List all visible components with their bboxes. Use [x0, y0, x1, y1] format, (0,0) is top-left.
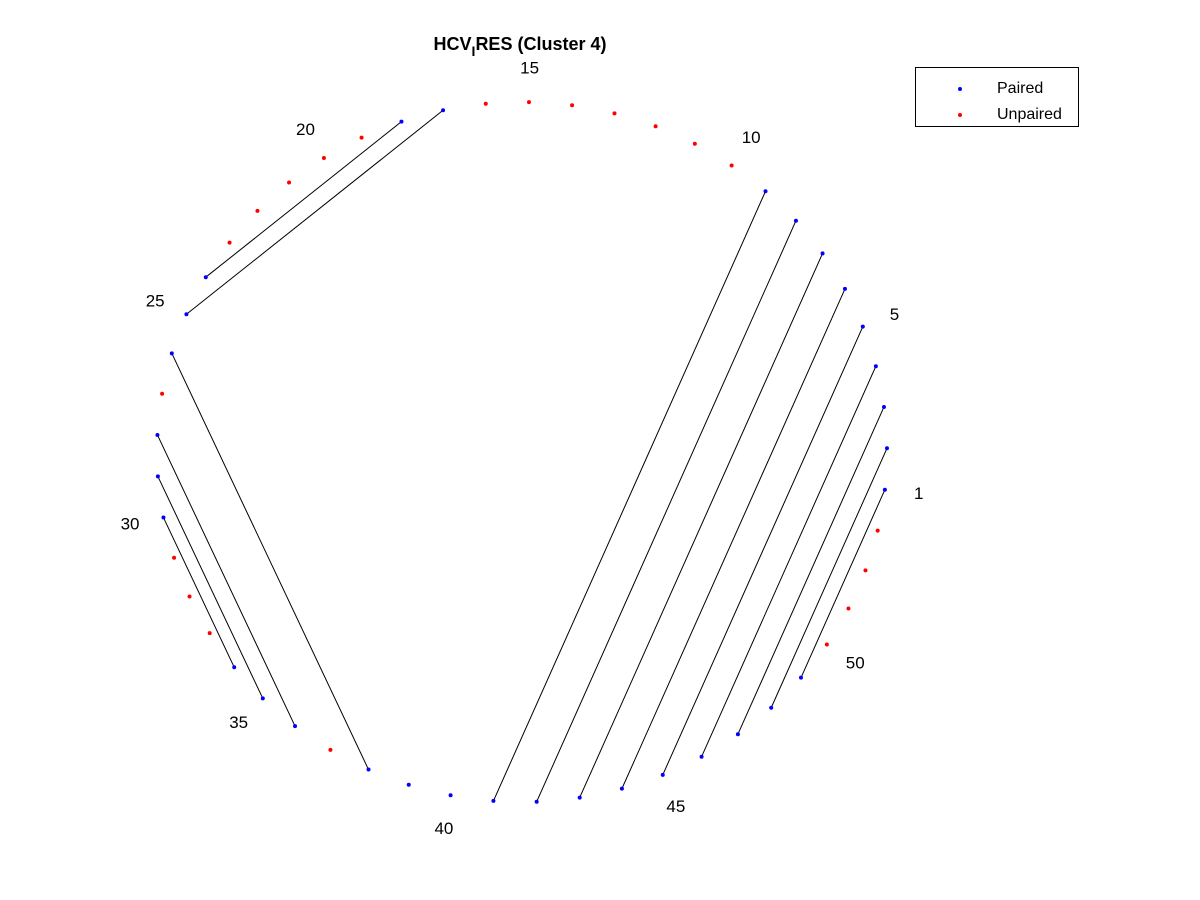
paired-dot-38: [366, 767, 371, 772]
unpaired-dot-11: [692, 141, 697, 146]
tick-label-10: 10: [742, 128, 761, 147]
unpaired-dot-23: [227, 240, 232, 245]
tick-label-1: 1: [914, 484, 923, 503]
unpaired-dot-53: [875, 528, 880, 533]
paired-dot-29: [155, 474, 160, 479]
unpaired-dot-13: [612, 111, 617, 116]
paired-dot-17: [441, 108, 446, 113]
unpaired-dot-37: [328, 747, 333, 752]
unpaired-dot-50: [824, 642, 829, 647]
paired-dot-48: [769, 705, 774, 710]
tick-label-45: 45: [666, 797, 685, 816]
paired-dot-46: [699, 754, 704, 759]
bond-line-5-45: [662, 326, 864, 776]
bond-line-29-35: [157, 476, 264, 699]
unpaired-dot-21: [287, 180, 292, 185]
legend-label-unpaired: Unpaired: [997, 106, 1062, 123]
title-rest: RES (Cluster 4): [475, 34, 607, 54]
bond-line-30-34: [163, 517, 235, 668]
paired-dot-30: [161, 515, 166, 520]
paired-dot-7: [820, 251, 825, 256]
legend-marker-paired: [958, 87, 962, 91]
paired-dot-9: [763, 189, 768, 194]
bond-line-18-24: [205, 121, 402, 278]
paired-dot-35: [260, 696, 265, 701]
tick-label-5: 5: [890, 305, 899, 324]
bond-line-28-36: [156, 434, 296, 727]
legend-marker-unpaired: [958, 113, 962, 117]
paired-dot-40: [448, 793, 453, 798]
unpaired-dot-27: [160, 391, 165, 396]
tick-label-30: 30: [121, 514, 140, 533]
paired-dot-4: [873, 364, 878, 369]
paired-dot-47: [735, 732, 740, 737]
tick-label-40: 40: [434, 819, 453, 838]
bond-line-7-43: [579, 253, 824, 798]
unpaired-dot-14: [570, 103, 575, 108]
bond-line-4-46: [701, 366, 877, 757]
unpaired-dot-15: [526, 100, 531, 105]
unpaired-dot-12: [653, 124, 658, 129]
unpaired-dot-20: [321, 156, 326, 161]
paired-dot-8: [793, 218, 798, 223]
paired-dot-28: [155, 432, 160, 437]
unpaired-dot-51: [846, 606, 851, 611]
paired-dot-44: [619, 786, 624, 791]
unpaired-dot-16: [483, 101, 488, 106]
bond-lines: [156, 109, 888, 802]
tick-label-15: 15: [520, 59, 539, 78]
paired-dot-39: [406, 782, 411, 787]
position-dots: [155, 100, 889, 804]
legend: Paired Unpaired: [915, 67, 1079, 127]
legend-entry-unpaired: Unpaired: [916, 105, 1078, 127]
paired-dot-6: [842, 286, 847, 291]
bond-line-6-44: [621, 288, 846, 789]
unpaired-dot-32: [187, 594, 192, 599]
unpaired-dot-31: [172, 555, 177, 560]
paired-dot-34: [232, 665, 237, 670]
paired-dot-2: [884, 446, 889, 451]
paired-dot-24: [203, 275, 208, 280]
bond-line-1-49: [800, 489, 886, 678]
unpaired-dot-52: [863, 568, 868, 573]
unpaired-dot-19: [359, 135, 364, 140]
tick-label-25: 25: [146, 291, 165, 310]
paired-dot-3: [881, 404, 886, 409]
plot-title: HCVIRES (Cluster 4): [0, 34, 1040, 59]
unpaired-dot-33: [207, 631, 212, 636]
paired-dot-25: [184, 312, 189, 317]
bond-line-26-38: [171, 353, 369, 770]
unpaired-dot-10: [729, 163, 734, 168]
bond-line-8-42: [536, 220, 797, 802]
bond-line-17-25: [186, 109, 444, 315]
paired-dot-49: [798, 675, 803, 680]
paired-dot-1: [882, 487, 887, 492]
paired-dot-43: [577, 795, 582, 800]
unpaired-dot-22: [255, 208, 260, 213]
paired-dot-18: [399, 119, 404, 124]
paired-dot-36: [293, 724, 298, 729]
title-main: HCV: [433, 34, 472, 54]
bond-line-9-41: [492, 191, 766, 802]
paired-dot-41: [491, 798, 496, 803]
paired-dot-26: [169, 351, 174, 356]
tick-label-20: 20: [296, 120, 315, 139]
paired-dot-5: [860, 324, 865, 329]
tick-label-35: 35: [229, 713, 248, 732]
bond-line-2-48: [770, 448, 888, 708]
legend-entry-paired: Paired: [916, 79, 1078, 101]
title-subscript: I: [471, 43, 476, 59]
tick-label-50: 50: [846, 654, 865, 673]
paired-dot-45: [660, 772, 665, 777]
paired-dot-42: [534, 799, 539, 804]
legend-label-paired: Paired: [997, 80, 1044, 97]
bond-line-3-47: [737, 406, 885, 735]
